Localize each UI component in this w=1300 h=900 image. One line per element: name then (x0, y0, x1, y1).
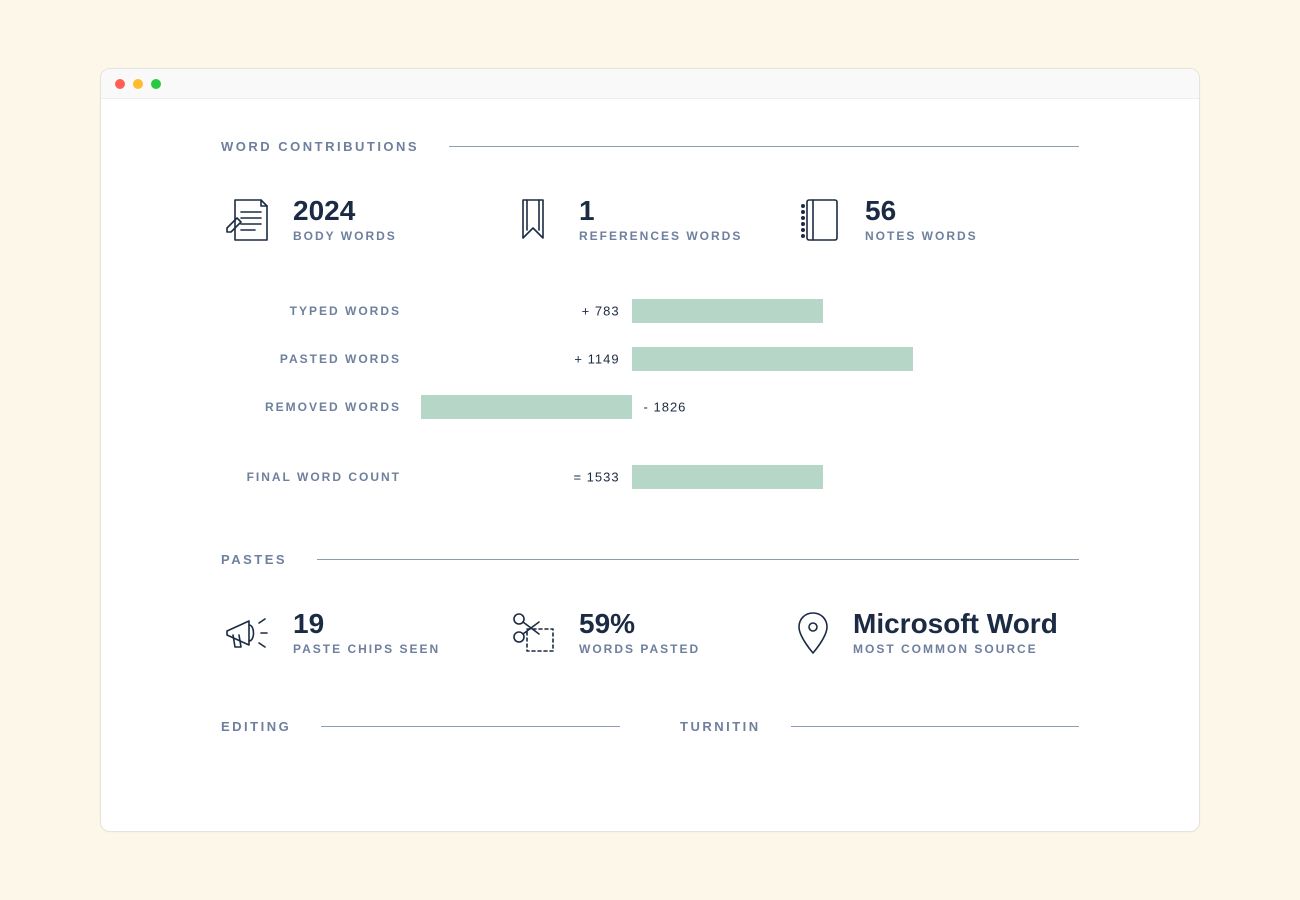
stat-label: BODY WORDS (293, 229, 397, 243)
report-content: WORD CONTRIBUTIONS 2024 (101, 99, 1199, 774)
bar-track: + 783 (421, 299, 1079, 323)
stat-label: WORDS PASTED (579, 642, 700, 656)
bar-label: PASTED WORDS (221, 352, 421, 366)
word-contributions-barchart: TYPED WORDS + 783 PASTED WORDS + 1149 REMOVE… (221, 296, 1079, 492)
section-title: WORD CONTRIBUTIONS (221, 139, 419, 154)
section-rule (791, 726, 1079, 727)
bar-track: = 1533 (421, 465, 1079, 489)
bar-fill (632, 465, 824, 489)
window-close-dot[interactable] (115, 79, 125, 89)
stat-value: Microsoft Word (853, 610, 1058, 638)
document-icon (221, 194, 273, 246)
bar-value-label: = 1533 (573, 470, 631, 485)
stat-label: PASTE CHIPS SEEN (293, 642, 440, 656)
bar-label: FINAL WORD COUNT (221, 470, 421, 484)
stat-label: REFERENCES WORDS (579, 229, 742, 243)
section-rule (321, 726, 620, 727)
section-title: PASTES (221, 552, 287, 567)
stat-value: 56 (865, 197, 978, 225)
section-title: TURNITIN (680, 719, 761, 734)
section-rule (317, 559, 1079, 560)
stat-paste-chips: 19 PASTE CHIPS SEEN (221, 607, 507, 659)
section-header-pastes: PASTES (221, 552, 1079, 567)
stat-body-words: 2024 BODY WORDS (221, 194, 507, 246)
bar-row: REMOVED WORDS - 1826 (221, 392, 1079, 422)
stat-most-common-source: Microsoft Word MOST COMMON SOURCE (793, 607, 1079, 659)
stat-value: 59% (579, 610, 700, 638)
window-zoom-dot[interactable] (151, 79, 161, 89)
bar-value-label: - 1826 (632, 400, 687, 415)
section-header-word-contributions: WORD CONTRIBUTIONS (221, 139, 1079, 154)
stat-references-words: 1 REFERENCES WORDS (507, 194, 793, 246)
bar-row: PASTED WORDS + 1149 (221, 344, 1079, 374)
stat-value: 2024 (293, 197, 397, 225)
bar-value-label: + 1149 (574, 352, 631, 367)
pastes-stats: 19 PASTE CHIPS SEEN 59% WORDS PA (221, 607, 1079, 659)
word-contributions-stats: 2024 BODY WORDS 1 REFERENCES WORDS (221, 194, 1079, 246)
stat-value: 19 (293, 610, 440, 638)
bookmark-icon (507, 194, 559, 246)
bar-row: FINAL WORD COUNT = 1533 (221, 462, 1079, 492)
bar-row: TYPED WORDS + 783 (221, 296, 1079, 326)
bottom-section-headers: EDITING TURNITIN (221, 719, 1079, 734)
stat-label: MOST COMMON SOURCE (853, 642, 1058, 656)
section-title: EDITING (221, 719, 291, 734)
bar-label: TYPED WORDS (221, 304, 421, 318)
stat-words-pasted: 59% WORDS PASTED (507, 607, 793, 659)
bar-value-label: + 783 (582, 304, 632, 319)
bar-track: + 1149 (421, 347, 1079, 371)
window-minimize-dot[interactable] (133, 79, 143, 89)
bar-fill (421, 395, 632, 419)
section-rule (449, 146, 1079, 147)
bar-label: REMOVED WORDS (221, 400, 421, 414)
stat-notes-words: 56 NOTES WORDS (793, 194, 1079, 246)
app-window: WORD CONTRIBUTIONS 2024 (100, 68, 1200, 832)
bar-fill (632, 347, 914, 371)
window-titlebar (101, 69, 1199, 99)
stat-value: 1 (579, 197, 742, 225)
section-header-turnitin: TURNITIN (680, 719, 1079, 734)
section-header-editing: EDITING (221, 719, 620, 734)
pin-icon (793, 607, 833, 659)
megaphone-icon (221, 607, 273, 659)
scissors-icon (507, 607, 559, 659)
bar-track: - 1826 (421, 395, 1079, 419)
notebook-icon (793, 194, 845, 246)
bar-fill (632, 299, 824, 323)
stat-label: NOTES WORDS (865, 229, 978, 243)
